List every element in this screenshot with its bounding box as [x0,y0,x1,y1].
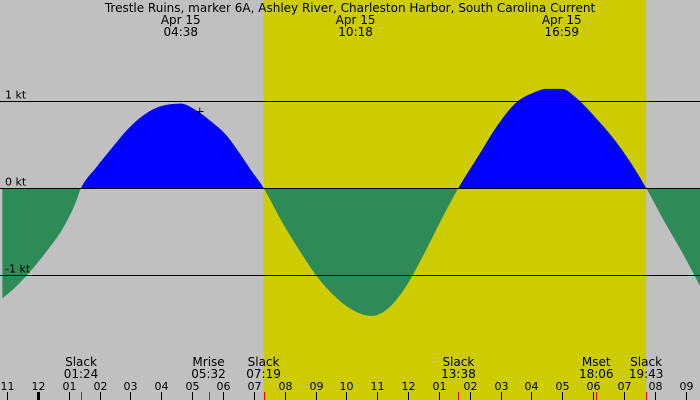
x-tick-label-8: 07 [248,380,262,393]
x-tick-label-21: 08 [649,380,663,393]
x-tick-label-3: 02 [94,380,108,393]
y-axis-label-2: -1 kt [5,263,31,276]
event-name-5: Slack [630,355,662,369]
x-tick-label-5: 04 [155,380,169,393]
event-time-0: 01:24 [64,367,99,381]
event-name-0: Slack [65,355,97,369]
event-time-4: 18:06 [579,367,614,381]
x-tick-label-22: 09 [680,380,694,393]
flood-area-3 [458,88,647,188]
x-tick-label-9: 08 [279,380,293,393]
x-tick-label-7: 06 [217,380,231,393]
event-time-3: 13:38 [441,367,476,381]
chart-title: Trestle Ruins, marker 6A, Ashley River, … [104,1,596,15]
top-date-label-2: Apr 15 [542,13,582,27]
ebb-area-2 [263,188,459,316]
top-time-label-1: 10:18 [338,25,373,39]
top-time-label-0: 04:38 [163,25,198,39]
x-tick-label-10: 09 [310,380,324,393]
x-axis-ticks-layer [7,392,687,400]
reference-lines-layer [0,101,700,276]
event-name-4: Mset [582,355,611,369]
event-name-2: Slack [248,355,280,369]
x-tick-label-2: 01 [63,380,77,393]
ebb-area-0 [2,188,82,299]
x-tick-label-16: 03 [495,380,509,393]
x-tick-label-11: 10 [340,380,354,393]
x-tick-label-0: 11 [1,380,15,393]
y-axis-label-0: 1 kt [5,89,27,102]
event-time-2: 07:19 [246,367,281,381]
y-axis-label-1: 0 kt [5,176,27,189]
top-time-label-2: 16:59 [544,25,579,39]
x-tick-label-4: 03 [124,380,138,393]
top-date-label-0: Apr 15 [161,13,201,27]
x-tick-label-1: 12 [32,380,46,393]
event-time-1: 05:32 [191,367,226,381]
x-tick-label-18: 05 [556,380,570,393]
x-tick-label-14: 01 [433,380,447,393]
ebb-area-4 [646,188,700,286]
flood-area-1 [81,103,264,188]
top-date-label-1: Apr 15 [336,13,376,27]
current-area-layer [2,88,700,316]
x-tick-label-12: 11 [371,380,385,393]
current-marker: + [195,105,205,119]
x-tick-label-19: 06 [587,380,601,393]
event-name-3: Slack [443,355,475,369]
x-tick-label-15: 02 [464,380,478,393]
x-tick-label-13: 12 [402,380,416,393]
x-tick-label-17: 04 [525,380,539,393]
event-name-1: Mrise [192,355,224,369]
event-time-5: 19:43 [629,367,664,381]
x-tick-label-6: 05 [186,380,200,393]
labels-layer: Trestle Ruins, marker 6A, Ashley River, … [1,1,694,393]
x-tick-label-20: 07 [618,380,632,393]
